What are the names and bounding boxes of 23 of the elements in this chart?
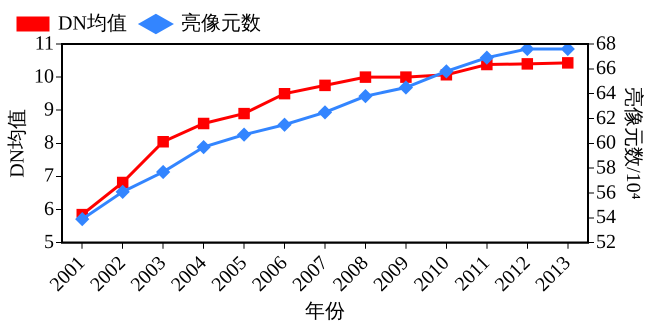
x-tick-label: 2011 (450, 252, 494, 296)
y2-tick-label: 58 (596, 156, 616, 178)
y2-axis-title: 亮像元数/10⁴ (622, 87, 645, 200)
x-axis-title: 年份 (305, 300, 345, 322)
y-tick-label: 6 (44, 198, 54, 220)
y-tick-label: 8 (44, 132, 54, 154)
y-axis-title: DN均值 (6, 108, 28, 178)
y2-tick-label: 54 (596, 206, 616, 228)
y2-tick-label: 64 (596, 82, 616, 104)
y-tick-label: 7 (44, 164, 54, 187)
y2-tick-label: 56 (596, 181, 616, 204)
y-tick-label: 9 (44, 98, 54, 120)
legend-label: DN均值 (58, 12, 127, 34)
y2-tick-label: 66 (596, 57, 616, 80)
y2-tick-label: 68 (596, 32, 616, 54)
y-tick-label: 5 (44, 230, 54, 253)
y-tick-label: 11 (34, 32, 54, 54)
x-tick-label: 2001 (46, 252, 90, 296)
y2-tick-label: 62 (596, 106, 616, 129)
y2-tick-label: 52 (596, 230, 616, 253)
legend-label: 亮像元数 (180, 11, 261, 34)
y2-tick-label: 60 (596, 132, 616, 154)
y-tick-label: 10 (34, 65, 54, 88)
